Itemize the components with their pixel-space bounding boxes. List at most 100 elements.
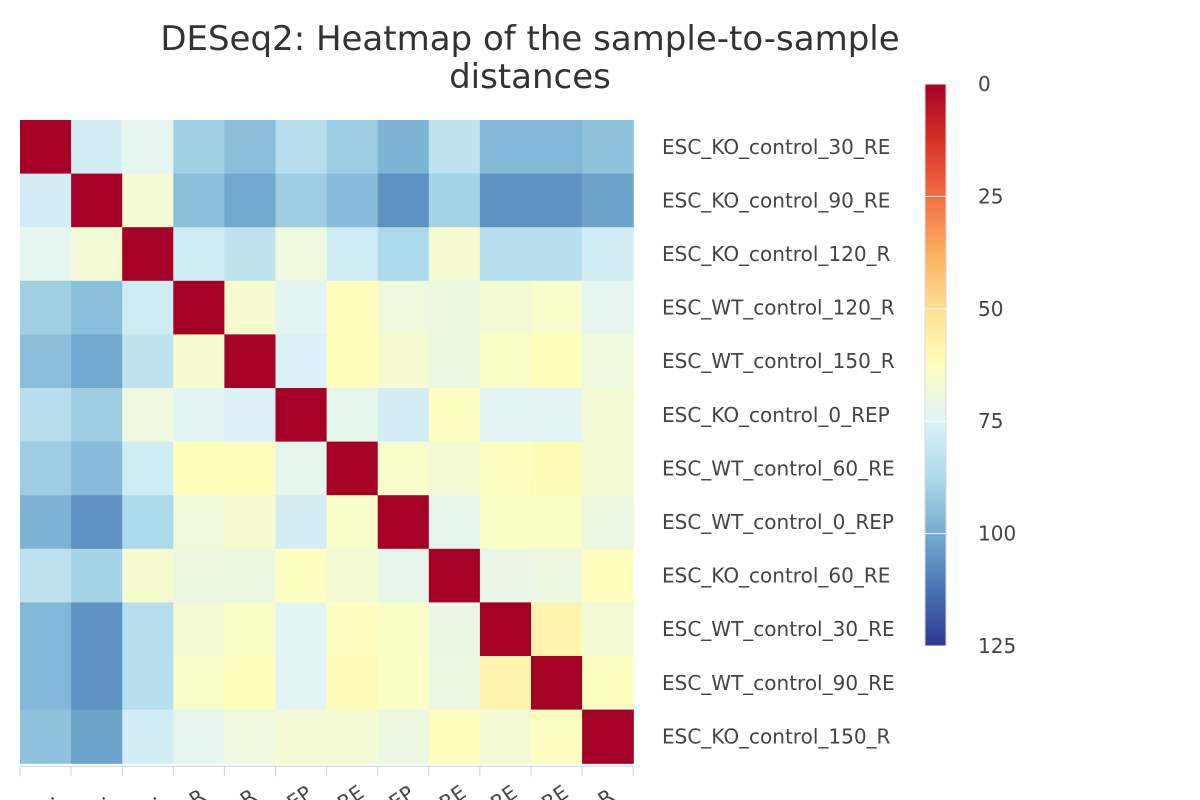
heatmap-cell[interactable] [20, 120, 72, 175]
heatmap-cell[interactable] [428, 709, 481, 764]
heatmap-cell[interactable] [428, 280, 481, 335]
heatmap-cell[interactable] [582, 548, 634, 603]
heatmap-cell[interactable] [377, 388, 430, 443]
heatmap-cell[interactable] [224, 334, 277, 389]
heatmap-cell[interactable] [71, 280, 123, 335]
heatmap-cell[interactable] [71, 548, 123, 603]
heatmap-cell[interactable] [479, 120, 532, 175]
heatmap-cell[interactable] [122, 173, 174, 228]
heatmap-cell[interactable] [531, 388, 583, 443]
heatmap-cell[interactable] [428, 656, 481, 711]
heatmap-cell[interactable] [377, 334, 430, 389]
heatmap-cell[interactable] [531, 334, 583, 389]
heatmap-cell[interactable] [224, 120, 277, 175]
heatmap-cell[interactable] [224, 227, 277, 282]
heatmap-cell[interactable] [71, 709, 123, 764]
heatmap-cell[interactable] [326, 280, 379, 335]
heatmap-cell[interactable] [71, 441, 123, 496]
heatmap-cell[interactable] [224, 441, 277, 496]
heatmap-cell[interactable] [122, 602, 174, 657]
heatmap-cell[interactable] [326, 120, 379, 175]
heatmap-cell[interactable] [377, 120, 430, 175]
heatmap-cell[interactable] [377, 173, 430, 228]
heatmap-cell[interactable] [377, 441, 430, 496]
heatmap-cell[interactable] [479, 495, 532, 550]
heatmap-cell[interactable] [531, 656, 583, 711]
heatmap-cell[interactable] [173, 280, 225, 335]
heatmap-cell[interactable] [224, 388, 277, 443]
heatmap-cell[interactable] [224, 280, 277, 335]
heatmap-cell[interactable] [173, 709, 225, 764]
heatmap-cell[interactable] [531, 280, 583, 335]
heatmap-cell[interactable] [20, 441, 72, 496]
heatmap-cell[interactable] [122, 709, 174, 764]
heatmap-cell[interactable] [275, 388, 328, 443]
heatmap-cell[interactable] [71, 388, 123, 443]
heatmap-cell[interactable] [582, 280, 634, 335]
heatmap-cell[interactable] [479, 280, 532, 335]
heatmap-cell[interactable] [582, 120, 634, 175]
heatmap-cell[interactable] [173, 656, 225, 711]
heatmap-cell[interactable] [479, 334, 532, 389]
heatmap-cell[interactable] [224, 602, 277, 657]
heatmap-cell[interactable] [20, 388, 72, 443]
heatmap-cell[interactable] [582, 334, 634, 389]
heatmap-cell[interactable] [428, 334, 481, 389]
heatmap-cell[interactable] [479, 388, 532, 443]
heatmap-cell[interactable] [173, 495, 225, 550]
heatmap-cell[interactable] [582, 602, 634, 657]
heatmap-cell[interactable] [377, 602, 430, 657]
heatmap-cell[interactable] [275, 495, 328, 550]
heatmap-cell[interactable] [326, 495, 379, 550]
heatmap-cell[interactable] [20, 656, 72, 711]
heatmap-cell[interactable] [582, 656, 634, 711]
heatmap-cell[interactable] [122, 495, 174, 550]
heatmap-cell[interactable] [428, 227, 481, 282]
heatmap-cell[interactable] [71, 656, 123, 711]
heatmap-cell[interactable] [531, 495, 583, 550]
heatmap-cell[interactable] [275, 548, 328, 603]
heatmap-cell[interactable] [173, 173, 225, 228]
heatmap-cell[interactable] [275, 656, 328, 711]
heatmap-cell[interactable] [377, 495, 430, 550]
heatmap-cell[interactable] [224, 548, 277, 603]
heatmap-cell[interactable] [428, 388, 481, 443]
heatmap-cell[interactable] [428, 602, 481, 657]
heatmap-cell[interactable] [122, 441, 174, 496]
heatmap-cell[interactable] [531, 227, 583, 282]
heatmap-cell[interactable] [582, 227, 634, 282]
heatmap-cell[interactable] [71, 334, 123, 389]
heatmap-cell[interactable] [173, 548, 225, 603]
heatmap-cell[interactable] [122, 120, 174, 175]
heatmap-cell[interactable] [479, 709, 532, 764]
heatmap-cell[interactable] [377, 548, 430, 603]
heatmap-cell[interactable] [479, 227, 532, 282]
heatmap-cell[interactable] [71, 120, 123, 175]
heatmap-cell[interactable] [275, 280, 328, 335]
heatmap-cell[interactable] [531, 709, 583, 764]
heatmap-cell[interactable] [122, 548, 174, 603]
heatmap-cell[interactable] [582, 495, 634, 550]
heatmap-cell[interactable] [20, 602, 72, 657]
heatmap-cell[interactable] [326, 388, 379, 443]
heatmap-cell[interactable] [122, 334, 174, 389]
heatmap-cell[interactable] [479, 441, 532, 496]
heatmap-cell[interactable] [20, 709, 72, 764]
heatmap-cell[interactable] [122, 656, 174, 711]
heatmap-cell[interactable] [224, 173, 277, 228]
heatmap-cell[interactable] [275, 441, 328, 496]
heatmap-cell[interactable] [20, 334, 72, 389]
heatmap-cell[interactable] [173, 388, 225, 443]
heatmap-cell[interactable] [71, 602, 123, 657]
heatmap-cell[interactable] [479, 173, 532, 228]
heatmap-cell[interactable] [377, 280, 430, 335]
heatmap-cell[interactable] [122, 227, 174, 282]
heatmap-cell[interactable] [428, 548, 481, 603]
heatmap-cell[interactable] [173, 227, 225, 282]
heatmap-cell[interactable] [326, 602, 379, 657]
heatmap-cell[interactable] [71, 173, 123, 228]
heatmap-cell[interactable] [326, 441, 379, 496]
heatmap-cell[interactable] [71, 495, 123, 550]
heatmap-cell[interactable] [275, 120, 328, 175]
heatmap-cell[interactable] [224, 656, 277, 711]
